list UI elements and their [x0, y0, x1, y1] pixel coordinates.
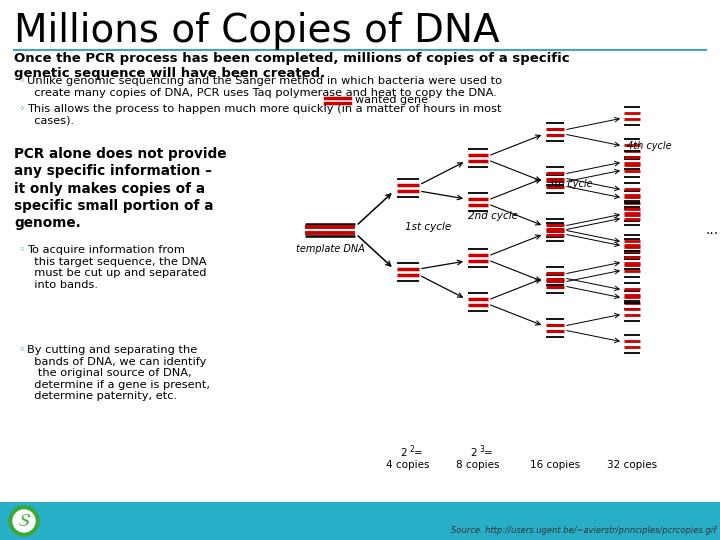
Text: template DNA: template DNA — [296, 244, 364, 254]
Text: =: = — [413, 448, 423, 458]
Text: Millions of Copies of DNA: Millions of Copies of DNA — [14, 12, 500, 50]
Text: 4 copies: 4 copies — [386, 460, 430, 470]
Text: 1st cycle: 1st cycle — [405, 222, 451, 232]
Text: Once the PCR process has been completed, millions of copies of a specific
geneti: Once the PCR process has been completed,… — [14, 52, 570, 80]
Text: Unlike genomic sequencing and the Sanger method in which bacteria were used to
 : Unlike genomic sequencing and the Sanger… — [27, 76, 502, 98]
Text: ◦: ◦ — [18, 345, 24, 355]
Text: 3th cycle: 3th cycle — [548, 179, 593, 189]
Circle shape — [9, 506, 39, 536]
Text: 16 copies: 16 copies — [530, 460, 580, 470]
Text: 2: 2 — [401, 448, 408, 458]
Text: 2: 2 — [410, 444, 415, 454]
Text: 8 copies: 8 copies — [456, 460, 500, 470]
Text: This allows the process to happen much more quickly (in a matter of hours in mos: This allows the process to happen much m… — [27, 104, 502, 126]
Text: ◦: ◦ — [18, 245, 24, 255]
Text: ...: ... — [706, 223, 719, 237]
Text: 3: 3 — [480, 444, 485, 454]
Text: wanted gene: wanted gene — [355, 95, 428, 105]
Text: PCR alone does not provide
any specific information –
it only makes copies of a
: PCR alone does not provide any specific … — [14, 147, 227, 230]
Text: ◦: ◦ — [18, 104, 24, 114]
Text: Source. http://users.ugent.be/~avierstr/principles/pcrcopies.gif: Source. http://users.ugent.be/~avierstr/… — [451, 526, 716, 535]
Bar — [0, 502, 720, 540]
Text: =: = — [484, 448, 492, 458]
Text: 4th cycle: 4th cycle — [627, 141, 672, 151]
Text: 2nd cycle: 2nd cycle — [468, 211, 518, 221]
Text: 2: 2 — [471, 448, 477, 458]
Circle shape — [13, 510, 35, 532]
Text: ◦: ◦ — [18, 76, 24, 86]
Text: To acquire information from
  this target sequence, the DNA
  must be cut up and: To acquire information from this target … — [27, 245, 207, 290]
Text: By cutting and separating the
  bands of DNA, we can identify
   the original so: By cutting and separating the bands of D… — [27, 345, 210, 401]
Text: $\mathcal{S}$: $\mathcal{S}$ — [17, 512, 31, 530]
Text: 32 copies: 32 copies — [607, 460, 657, 470]
